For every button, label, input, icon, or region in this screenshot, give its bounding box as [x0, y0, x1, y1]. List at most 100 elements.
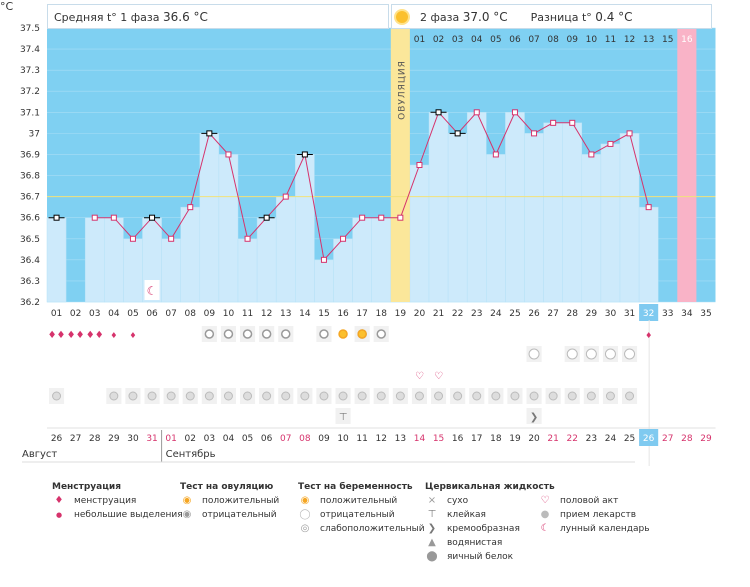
- cycle-day-label: 08: [185, 309, 197, 319]
- pregnancy-negative-icon: [604, 348, 616, 360]
- date-label: 28: [89, 434, 101, 444]
- point-day-22: [454, 130, 461, 137]
- point-day-27: [550, 119, 557, 126]
- post-ovulation-day-label: 16: [681, 35, 693, 45]
- date-label: 24: [605, 434, 617, 444]
- phase1-label: Средняя t° 1 фаза: [54, 11, 160, 24]
- point-day-20: [416, 162, 423, 168]
- date-label: 26: [643, 434, 655, 444]
- date-label: 26: [51, 434, 63, 444]
- date-label: 30: [127, 434, 139, 444]
- bar-day-11: [237, 238, 258, 303]
- menstruation-icon: ♦♦: [48, 330, 66, 341]
- bar-day-13: [275, 196, 296, 303]
- pill-icon: [586, 391, 596, 401]
- y-tick-label: 36.7: [20, 193, 40, 203]
- diff-value: 0.4 °C: [595, 10, 633, 24]
- ovulation-negative-icon: [223, 329, 234, 339]
- heart-icon: ♡: [540, 495, 550, 506]
- cervical-cell: [526, 408, 542, 424]
- bar-day-21: [428, 112, 449, 303]
- cycle-day-label: 23: [471, 309, 482, 319]
- phase1-value: 36.6 °C: [163, 10, 208, 24]
- date-label: 22: [567, 434, 578, 444]
- point-day-11: [244, 235, 251, 242]
- menstruation-icon: ♦♦: [67, 330, 85, 341]
- bar-day-10: [218, 154, 239, 303]
- pill-icon: [109, 391, 119, 401]
- date-label: 29: [700, 434, 712, 444]
- date-label: 20: [528, 434, 540, 444]
- date-label: 19: [509, 434, 521, 444]
- y-tick-label: 37: [29, 129, 40, 139]
- cycle-day-label: 03: [89, 309, 100, 319]
- date-label: 25: [624, 434, 635, 444]
- date-label: 11: [356, 434, 367, 444]
- legend-item: половой акт: [560, 496, 619, 506]
- cycle-day-label: 15: [318, 309, 329, 319]
- ovulation-negative-icon: [242, 329, 253, 339]
- cycle-day-label: 19: [395, 309, 407, 319]
- post-ovulation-day-label: 11: [605, 35, 616, 45]
- y-tick-label: 37.4: [20, 45, 40, 55]
- cycle-day-label: 04: [108, 309, 120, 319]
- watery-icon: ▲: [428, 537, 436, 548]
- today-date-cell: [639, 429, 659, 446]
- pill-icon: [281, 391, 291, 401]
- legend-item: положительный: [202, 496, 280, 506]
- date-label: 21: [547, 434, 558, 444]
- bar-day-18: [371, 217, 392, 303]
- bar-day-17: [352, 217, 372, 303]
- post-ovulation-day-label: 02: [433, 35, 444, 45]
- cycle-day-label: 29: [586, 309, 598, 319]
- bar-day-05: [123, 238, 143, 303]
- post-ovulation-day-label: 01: [414, 35, 425, 45]
- date-label: 18: [490, 434, 502, 444]
- legend-ovulation-title: Тест на овуляцию: [180, 482, 274, 492]
- point-day-07: [168, 235, 175, 242]
- pill-icon: [300, 391, 310, 401]
- legend-pregnancy-title: Тест на беременность: [298, 482, 413, 492]
- cycle-day-label: 33: [662, 309, 673, 319]
- cycle-day-label: 11: [242, 309, 253, 319]
- pill-icon: [376, 391, 386, 401]
- bar-day-12: [256, 217, 277, 303]
- cycle-day-label: 32: [643, 309, 654, 319]
- heart-icon: ♡: [434, 371, 443, 382]
- pill-icon: [529, 391, 539, 401]
- month-label: Сентябрь: [166, 449, 216, 460]
- moon-icon: ☾: [147, 284, 158, 298]
- pill-icon: [319, 391, 329, 401]
- date-label: 13: [395, 434, 406, 444]
- cycle-day-label: 35: [700, 309, 711, 319]
- legend-ovulation-test: Тест на овуляцию ◉ положительный ◉ отрицат…: [180, 480, 279, 522]
- heart-icon: ♡: [415, 371, 424, 382]
- post-ovulation-day-label: 05: [490, 35, 501, 45]
- point-day-10: [225, 151, 232, 158]
- y-tick-label: 37.5: [20, 24, 40, 34]
- cycle-day-label: 01: [51, 309, 62, 319]
- moon-icon: ☾: [540, 523, 550, 534]
- pill-icon: [262, 391, 272, 401]
- moon-box: [144, 280, 160, 300]
- post-ovulation-day-label: 15: [662, 35, 673, 45]
- cycle-day-label: 20: [414, 309, 426, 319]
- pill-icon: [243, 391, 253, 401]
- point-day-25: [511, 109, 518, 116]
- legend-cervical-title: Цервикальная жидкость: [425, 482, 555, 492]
- bar-day-14: [295, 154, 315, 303]
- legend-item: отрицательный: [202, 510, 277, 520]
- bar-day-03: [84, 217, 105, 303]
- legend-menstruation-title: Менструация: [52, 482, 121, 492]
- sticky-icon: ⊤: [427, 509, 437, 520]
- cycle-day-label: 34: [681, 309, 693, 319]
- bar-day-28: [562, 122, 583, 303]
- pill-icon: [510, 391, 520, 401]
- point-day-32: [645, 204, 652, 211]
- diff-label: Разница t°: [530, 11, 592, 24]
- cycle-day-label: 05: [127, 309, 138, 319]
- phase2-label: 2 фаза: [420, 11, 460, 24]
- pill-icon: [395, 391, 405, 401]
- point-day-18: [378, 214, 385, 221]
